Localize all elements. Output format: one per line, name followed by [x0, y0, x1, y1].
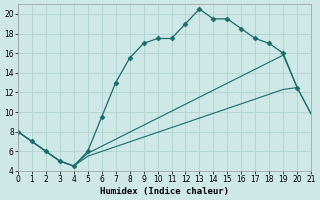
X-axis label: Humidex (Indice chaleur): Humidex (Indice chaleur)	[100, 187, 229, 196]
